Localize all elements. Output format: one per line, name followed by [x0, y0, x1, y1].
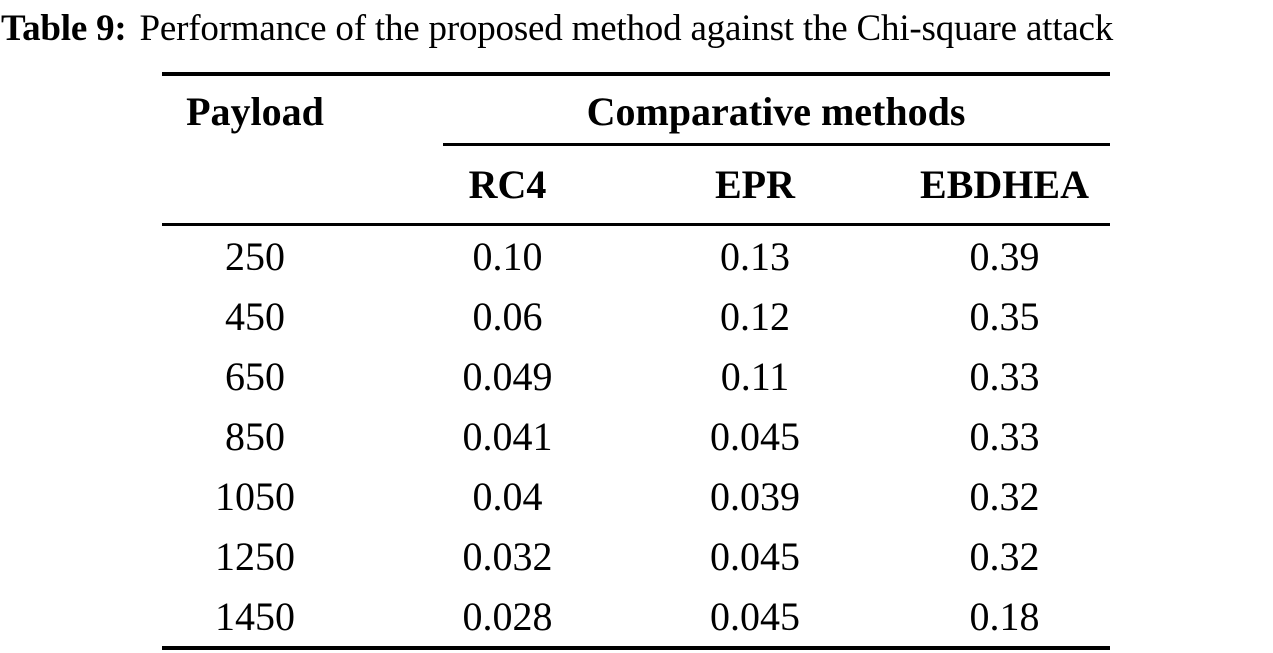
epr-cell: 0.11 — [720, 353, 790, 399]
table-caption-text: Performance of the proposed method again… — [139, 8, 1114, 49]
table-header-row-methods: RC4 EPR EBDHEA — [162, 146, 1111, 226]
epr-cell: 0.045 — [710, 593, 800, 639]
payload-cell: 450 — [225, 293, 285, 339]
epr-cell: 0.039 — [710, 473, 800, 519]
epr-cell: 0.045 — [710, 533, 800, 579]
header-ebdhea: EBDHEA — [879, 146, 1111, 226]
ebdhea-cell: 0.33 — [969, 413, 1040, 459]
table-row: 450 0.06 0.12 0.35 — [162, 286, 1110, 346]
rc4-cell: 0.06 — [472, 293, 543, 339]
table-row: 250 0.10 0.13 0.39 — [162, 225, 1110, 287]
table-row: 650 0.049 0.11 0.33 — [162, 346, 1110, 406]
ebdhea-cell: 0.39 — [969, 233, 1040, 279]
payload-cell: 1250 — [215, 533, 295, 579]
epr-cell: 0.045 — [710, 413, 800, 459]
rc4-cell: 0.049 — [462, 353, 553, 399]
table-row: 850 0.041 0.045 0.33 — [162, 406, 1110, 466]
table-row: 1050 0.04 0.039 0.32 — [162, 466, 1110, 526]
epr-cell: 0.12 — [720, 293, 790, 339]
ebdhea-cell: 0.35 — [969, 293, 1040, 339]
rc4-cell: 0.10 — [472, 233, 543, 279]
rc4-cell: 0.028 — [462, 593, 553, 639]
performance-table: Payload Comparative methods RC4 EPR EBDH… — [162, 72, 1111, 650]
header-epr: EPR — [631, 146, 879, 226]
header-spacer-cell — [162, 146, 384, 226]
table-caption: Table 9: Performance of the proposed meth… — [1, 4, 1273, 54]
header-comparative-methods-label: Comparative methods — [586, 88, 966, 134]
table-row: 1450 0.028 0.045 0.18 — [162, 586, 1110, 648]
payload-cell: 650 — [225, 353, 285, 399]
table-caption-label: Table 9: — [1, 8, 127, 49]
payload-cell: 1050 — [215, 473, 295, 519]
table-header: Payload Comparative methods RC4 EPR EBDH… — [162, 74, 1111, 226]
ebdhea-cell: 0.32 — [969, 473, 1040, 519]
table-row: 1250 0.032 0.045 0.32 — [162, 526, 1110, 586]
rc4-cell: 0.041 — [462, 413, 553, 459]
comparative-methods-underline — [443, 143, 1111, 146]
header-payload: Payload — [186, 88, 324, 134]
ebdhea-cell: 0.33 — [969, 353, 1040, 399]
ebdhea-cell: 0.18 — [969, 593, 1040, 639]
table-body: 250 0.10 0.13 0.39 450 0.06 0.12 0.35 65… — [162, 225, 1110, 649]
table-header-row-group: Payload Comparative methods — [162, 74, 1111, 146]
header-comparative-methods: Comparative methods — [384, 74, 1111, 146]
payload-cell: 1450 — [215, 593, 295, 639]
header-rc4: RC4 — [384, 146, 631, 226]
ebdhea-cell: 0.32 — [969, 533, 1040, 579]
payload-cell: 850 — [225, 413, 285, 459]
rc4-cell: 0.032 — [462, 533, 553, 579]
payload-cell: 250 — [225, 233, 285, 279]
rc4-cell: 0.04 — [472, 473, 543, 519]
epr-cell: 0.13 — [720, 233, 790, 279]
